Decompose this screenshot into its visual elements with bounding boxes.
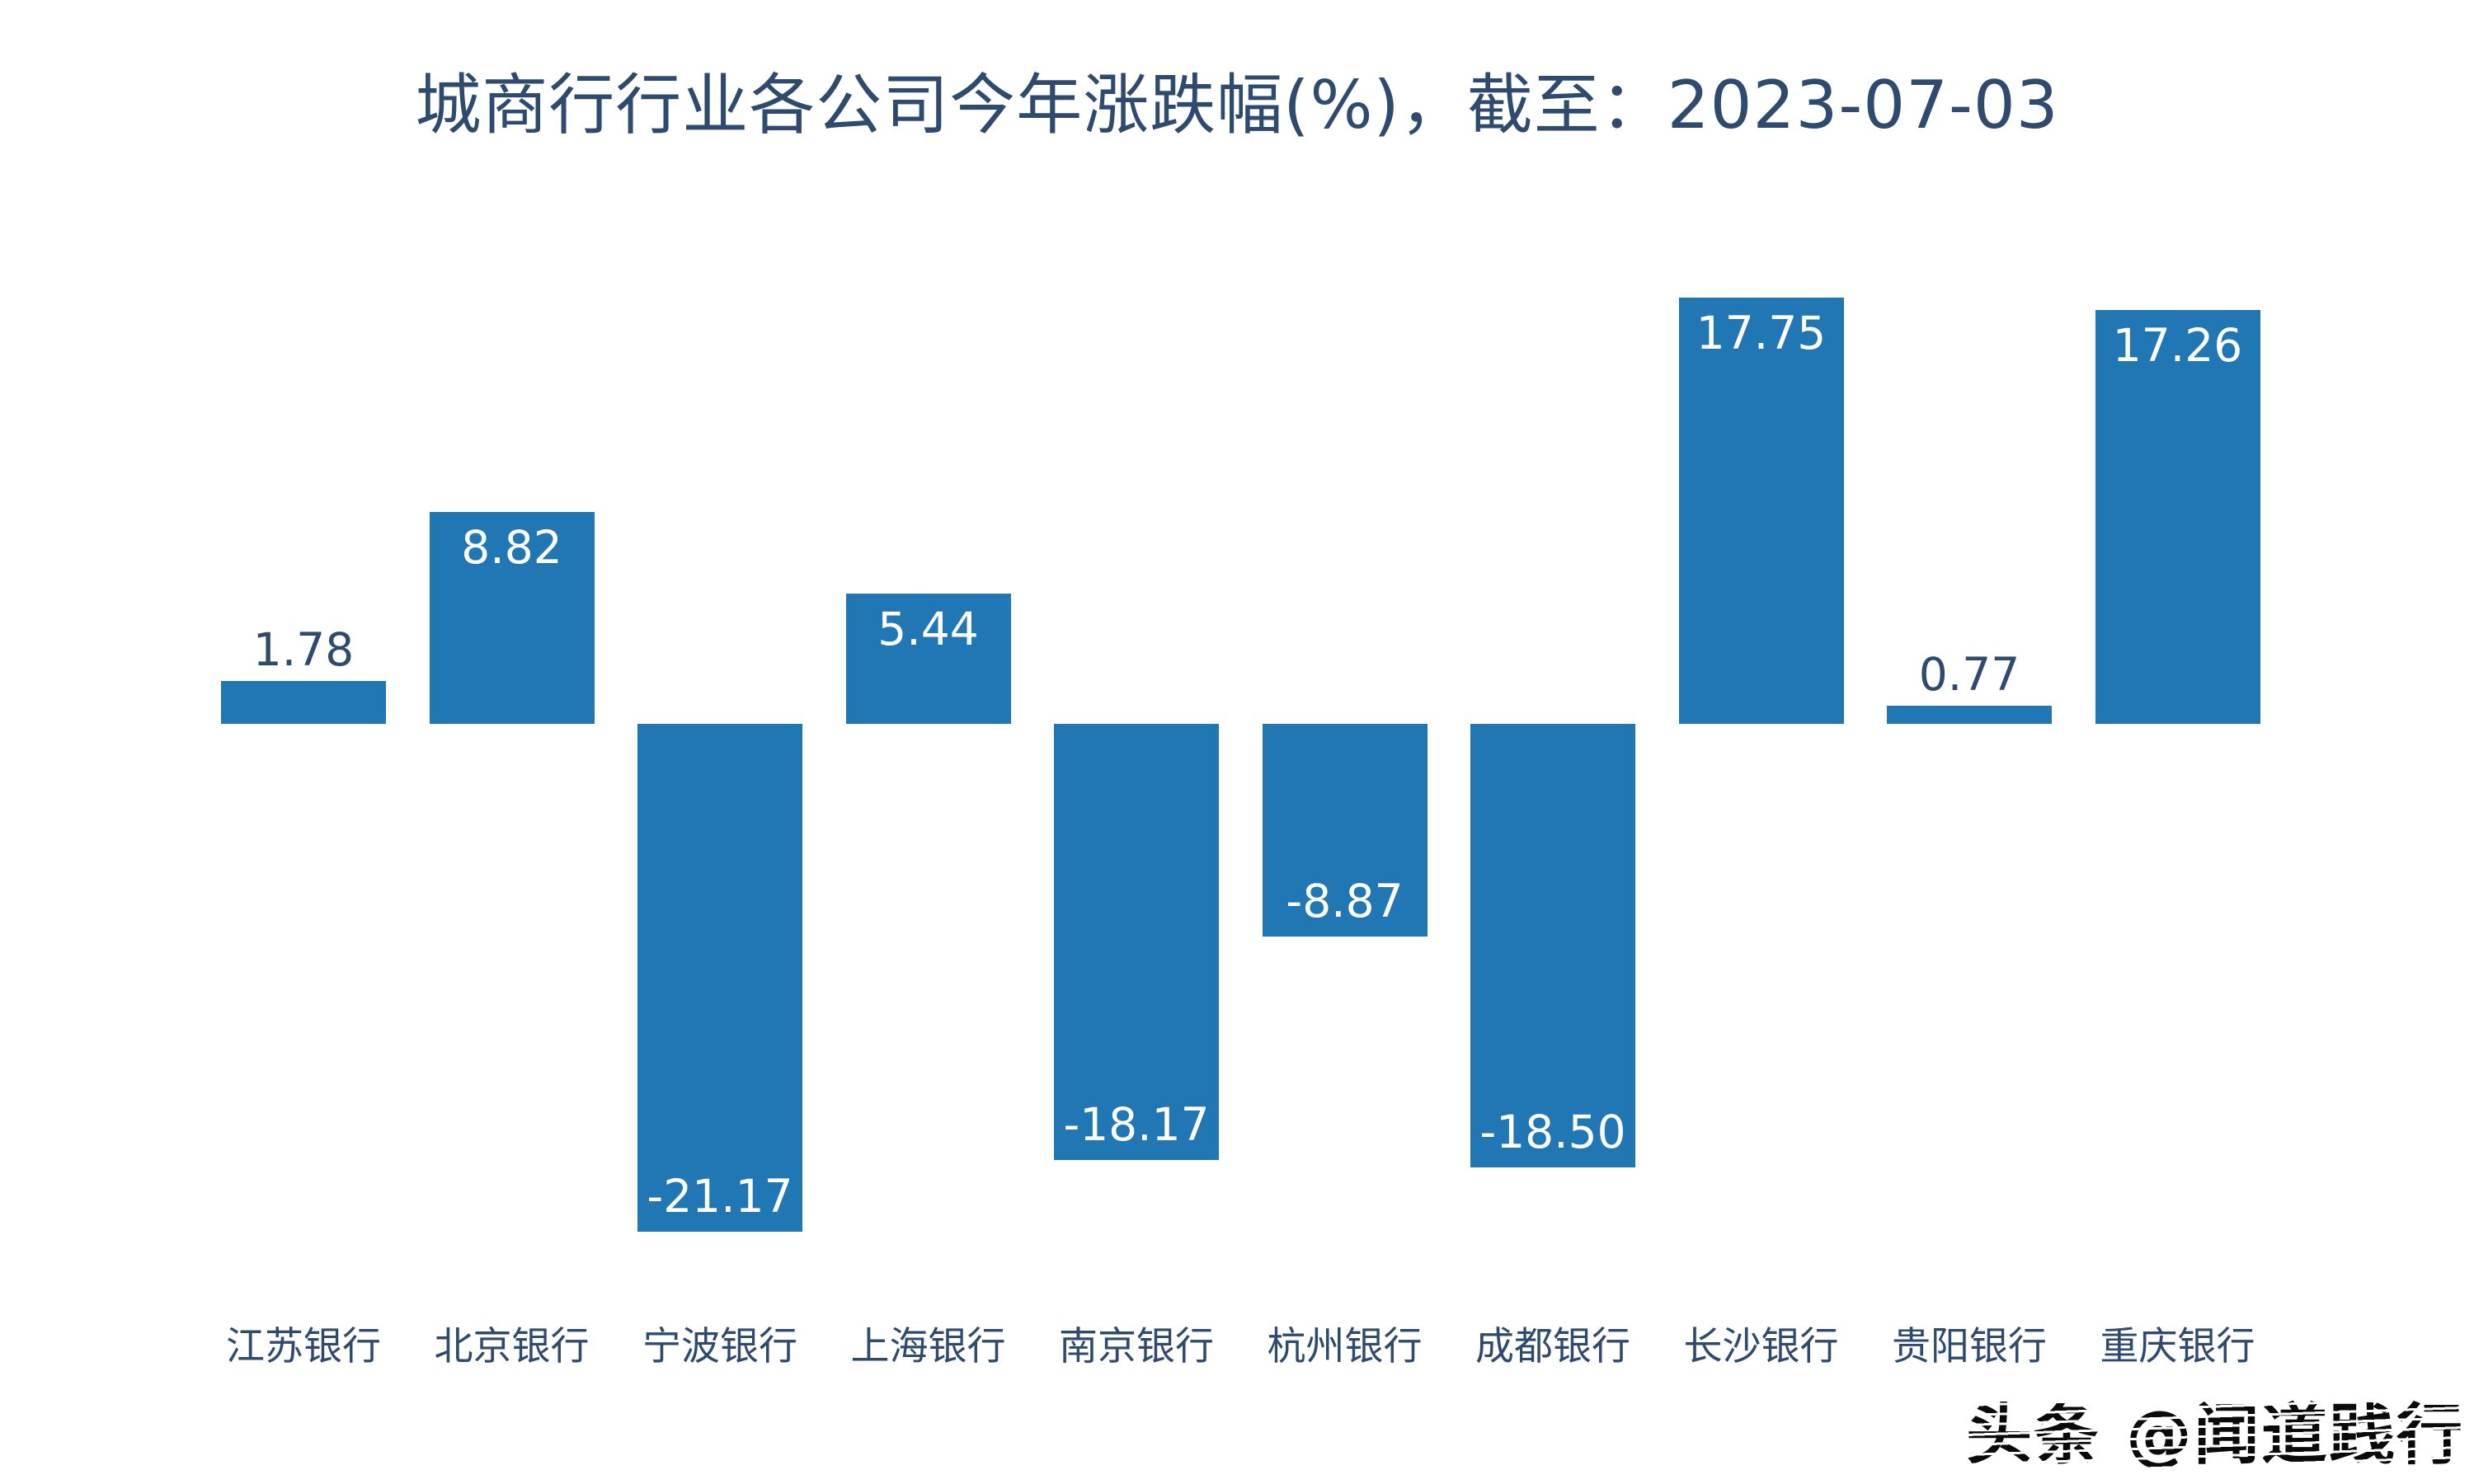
bar-value-label: -8.87 xyxy=(1286,875,1404,928)
bar xyxy=(2095,310,2260,724)
x-axis-label: 贵阳银行 xyxy=(1892,1324,2047,1369)
bar-value-label: 0.77 xyxy=(1918,648,2020,701)
bar xyxy=(429,512,595,724)
x-axis-label: 上海银行 xyxy=(850,1324,1006,1369)
bar xyxy=(637,724,802,1232)
x-axis-label: 宁波银行 xyxy=(642,1324,797,1369)
bar-value-label: 17.75 xyxy=(1696,307,1827,359)
x-axis-label: 南京银行 xyxy=(1059,1324,1214,1369)
bar-value-label: 5.44 xyxy=(877,603,979,655)
x-axis-label: 长沙银行 xyxy=(1683,1324,1839,1369)
bar xyxy=(1262,724,1427,937)
bar-value-label: 17.26 xyxy=(2112,319,2243,372)
x-axis-label: 江苏银行 xyxy=(226,1324,381,1369)
chart-title: 城商行行业各公司今年涨跌幅(%)，截至：2023-07-03 xyxy=(415,67,2059,143)
x-axis-label: 重庆银行 xyxy=(2100,1324,2255,1369)
x-axis-label: 北京银行 xyxy=(434,1324,590,1369)
bar-value-label: 1.78 xyxy=(252,623,355,676)
bar xyxy=(1887,706,2052,724)
bar xyxy=(221,681,386,724)
x-axis-label: 成都银行 xyxy=(1475,1324,1630,1369)
watermark-text: 头条 @闻道践行 xyxy=(1966,1397,2464,1473)
bar-value-label: -18.17 xyxy=(1063,1098,1210,1151)
bar-value-label: 8.82 xyxy=(461,521,562,574)
x-axis-label: 杭州银行 xyxy=(1267,1324,1423,1369)
bar xyxy=(1470,724,1635,1167)
bar xyxy=(1054,724,1219,1160)
bar-value-label: -21.17 xyxy=(647,1170,793,1223)
bar xyxy=(1678,298,1844,724)
bar-value-label: -18.50 xyxy=(1479,1106,1626,1158)
bar xyxy=(845,594,1011,724)
watermark: 头条 @闻道践行 xyxy=(1966,1382,2464,1477)
